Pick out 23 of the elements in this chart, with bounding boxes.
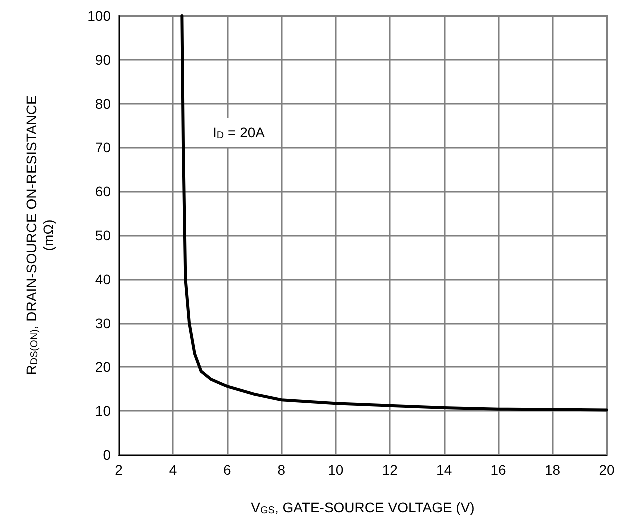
y-tick-label: 90 bbox=[95, 52, 112, 68]
y-tick-label: 20 bbox=[95, 359, 112, 376]
y-tick-label: 40 bbox=[95, 271, 112, 288]
y-tick-label: 60 bbox=[95, 184, 112, 200]
y-tick-label: 0 bbox=[103, 447, 112, 463]
x-tick-label: 12 bbox=[382, 462, 398, 478]
x-tick-label: 8 bbox=[278, 462, 286, 478]
x-tick-label: 6 bbox=[224, 462, 232, 478]
x-tick-label: 2 bbox=[115, 462, 124, 478]
y-tick-label: 10 bbox=[95, 403, 112, 420]
x-tick-label: 20 bbox=[599, 462, 615, 478]
y-axis-title: RDS(ON), DRAIN-SOURCE ON-RESISTANCE (mΩ) bbox=[24, 96, 56, 376]
x-tick-label: 4 bbox=[169, 462, 178, 478]
y-tick-label: 30 bbox=[95, 315, 112, 332]
line-series bbox=[180, 14, 608, 412]
y-tick-label: 50 bbox=[95, 228, 112, 244]
x-tick-label: 10 bbox=[328, 462, 344, 478]
y-tick-label: 100 bbox=[88, 8, 112, 24]
x-tick-label: 16 bbox=[490, 462, 507, 478]
x-tick-label: 18 bbox=[544, 462, 561, 478]
x-tick-label: 14 bbox=[436, 462, 452, 478]
y-tick-label: 80 bbox=[95, 96, 112, 112]
y-tick-label: 70 bbox=[95, 140, 112, 156]
